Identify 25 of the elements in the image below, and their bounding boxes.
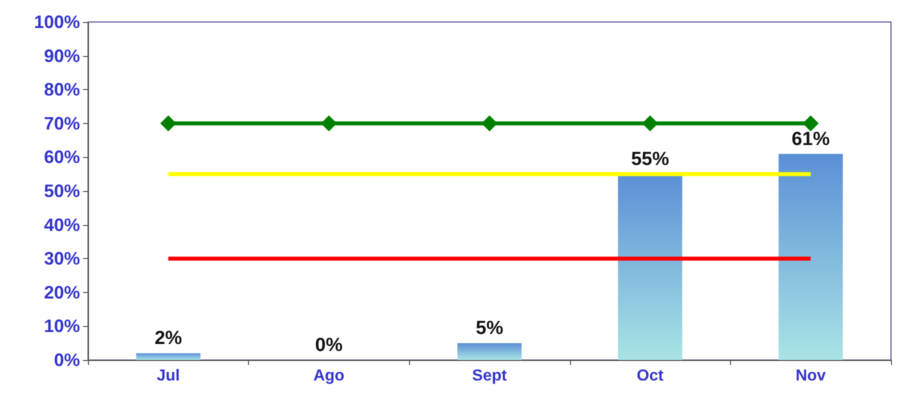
x-tick-label: Jul [156, 368, 180, 384]
y-tick-label: 10% [44, 316, 80, 336]
data-label: 55% [631, 149, 670, 170]
data-label: 5% [476, 318, 504, 340]
y-tick-label: 40% [44, 214, 80, 235]
x-tick-label: Ago [313, 368, 345, 384]
bar [618, 174, 682, 360]
data-label: 2% [154, 328, 182, 350]
y-tick-label: 50% [44, 181, 80, 201]
bar [778, 154, 843, 360]
y-tick-label: 70% [44, 113, 80, 134]
y-tick-label: 60% [44, 147, 80, 168]
x-tick-label: Nov [796, 368, 826, 384]
data-label: 61% [792, 128, 830, 150]
y-tick-label: 100% [34, 12, 80, 32]
bar [136, 353, 200, 360]
bar [457, 343, 522, 360]
y-tick-label: 30% [44, 248, 80, 269]
y-tick-label: 20% [44, 282, 80, 302]
y-tick-label: 0% [54, 350, 80, 370]
x-tick-label: Sept [472, 368, 508, 384]
y-tick-label: 80% [44, 80, 80, 100]
y-tick-label: 90% [44, 46, 80, 66]
x-tick-label: Oct [636, 368, 664, 384]
data-label: 0% [315, 335, 343, 356]
